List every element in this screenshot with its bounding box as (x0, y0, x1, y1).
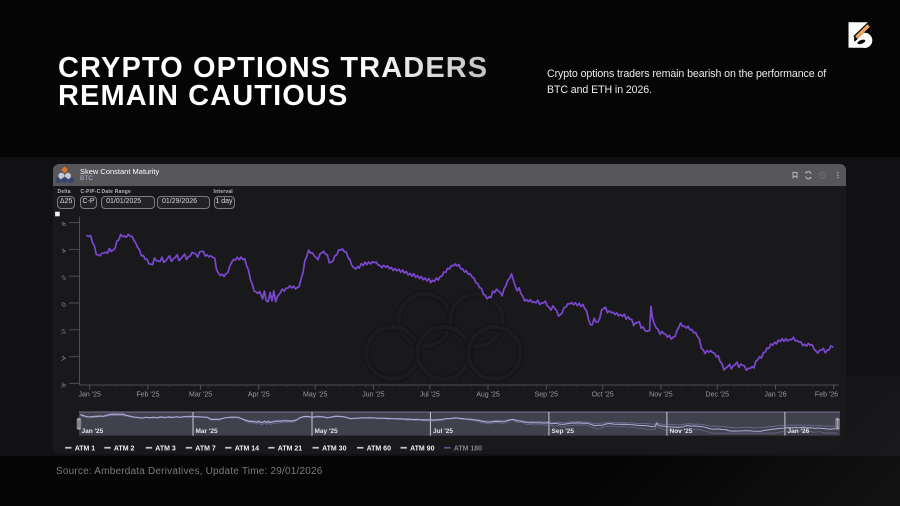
svg-text:ATM 21: ATM 21 (278, 446, 302, 453)
svg-text:Mar '25: Mar '25 (196, 428, 219, 435)
svg-text:Dec '25: Dec '25 (706, 392, 730, 399)
svg-text:ATM 1: ATM 1 (75, 446, 96, 453)
svg-text:Apr '25: Apr '25 (248, 392, 270, 399)
svg-text:Aug '25: Aug '25 (476, 392, 500, 399)
svg-text:Oct '25: Oct '25 (592, 392, 614, 399)
svg-text:Sep '25: Sep '25 (535, 392, 559, 399)
svg-text:Jul '25: Jul '25 (433, 428, 453, 435)
svg-text:Jan '26: Jan '26 (788, 428, 810, 435)
svg-text:-4: -4 (59, 355, 68, 364)
svg-text:Jan '25: Jan '25 (79, 392, 101, 399)
svg-text:ATM 30: ATM 30 (322, 446, 346, 453)
svg-text:Nov '25: Nov '25 (649, 392, 673, 399)
svg-text:amberdata: amberdata (413, 375, 473, 386)
svg-text:Feb '25: Feb '25 (136, 392, 159, 399)
svg-text:Feb '26: Feb '26 (815, 392, 838, 399)
svg-text:May '25: May '25 (303, 392, 327, 399)
svg-text:Jun '25: Jun '25 (362, 392, 384, 399)
svg-text:6: 6 (61, 221, 69, 229)
svg-text:-2: -2 (59, 328, 68, 337)
svg-text:ATM 180: ATM 180 (454, 446, 482, 453)
svg-text:-6: -6 (59, 381, 68, 390)
svg-text:May '25: May '25 (315, 428, 339, 435)
svg-text:Sep '25: Sep '25 (552, 428, 575, 435)
svg-text:ATM 7: ATM 7 (195, 446, 216, 453)
svg-text:2: 2 (61, 274, 69, 282)
svg-text:ATM 3: ATM 3 (155, 446, 176, 453)
svg-text:0: 0 (61, 301, 69, 309)
svg-text:Jan '25: Jan '25 (82, 428, 104, 435)
svg-text:Mar '25: Mar '25 (189, 392, 212, 399)
svg-text:ATM 14: ATM 14 (235, 446, 259, 453)
svg-text:Nov '25: Nov '25 (670, 428, 693, 435)
svg-text:4: 4 (61, 247, 69, 255)
svg-text:ATM 90: ATM 90 (410, 446, 434, 453)
svg-text:ATM 2: ATM 2 (114, 446, 135, 453)
svg-text:Jan '26: Jan '26 (764, 392, 786, 399)
svg-text:ATM 60: ATM 60 (367, 446, 391, 453)
svg-text:Jul '25: Jul '25 (420, 392, 440, 399)
